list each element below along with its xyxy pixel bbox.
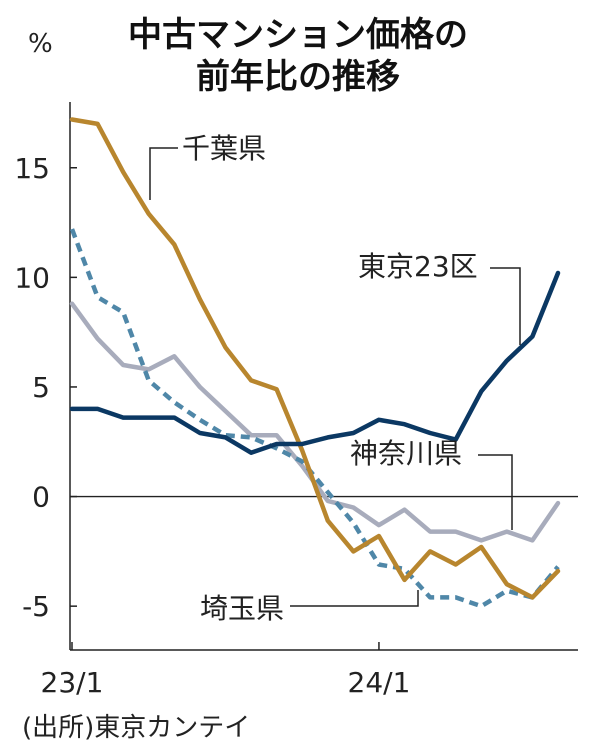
- series-label: 神奈川県: [350, 437, 462, 470]
- leader-line: [290, 590, 419, 607]
- series-label: 千葉県: [182, 132, 266, 165]
- series-lines: [69, 117, 561, 609]
- chart-subtitle: 前年比の推移: [196, 57, 400, 97]
- series-label: 東京23区: [358, 250, 478, 283]
- x-tick-label: 24/1: [348, 666, 411, 699]
- leader-line: [149, 147, 178, 200]
- series-line: [69, 117, 561, 600]
- series-line: [69, 301, 561, 543]
- y-tick-label: 15: [14, 152, 50, 185]
- y-tick-label: -5: [22, 590, 50, 623]
- series-line: [69, 228, 560, 609]
- series-line: [69, 270, 561, 455]
- y-tick-label: 10: [14, 261, 50, 294]
- x-ticks: 23/1 24/1: [41, 642, 411, 699]
- series-label: 埼玉県: [200, 592, 284, 625]
- chart-title: 中古マンション価格の: [128, 15, 468, 55]
- x-tick-label: 23/1: [41, 666, 104, 699]
- y-tick-label: 0: [32, 481, 50, 514]
- leader-line: [478, 454, 513, 530]
- leader-line: [490, 267, 521, 345]
- source-note: (出所)東京カンテイ: [22, 713, 250, 743]
- y-ticks: 15 10 5 0 -5: [14, 152, 77, 623]
- y-tick-label: 5: [32, 371, 50, 404]
- y-unit-label: %: [28, 29, 53, 59]
